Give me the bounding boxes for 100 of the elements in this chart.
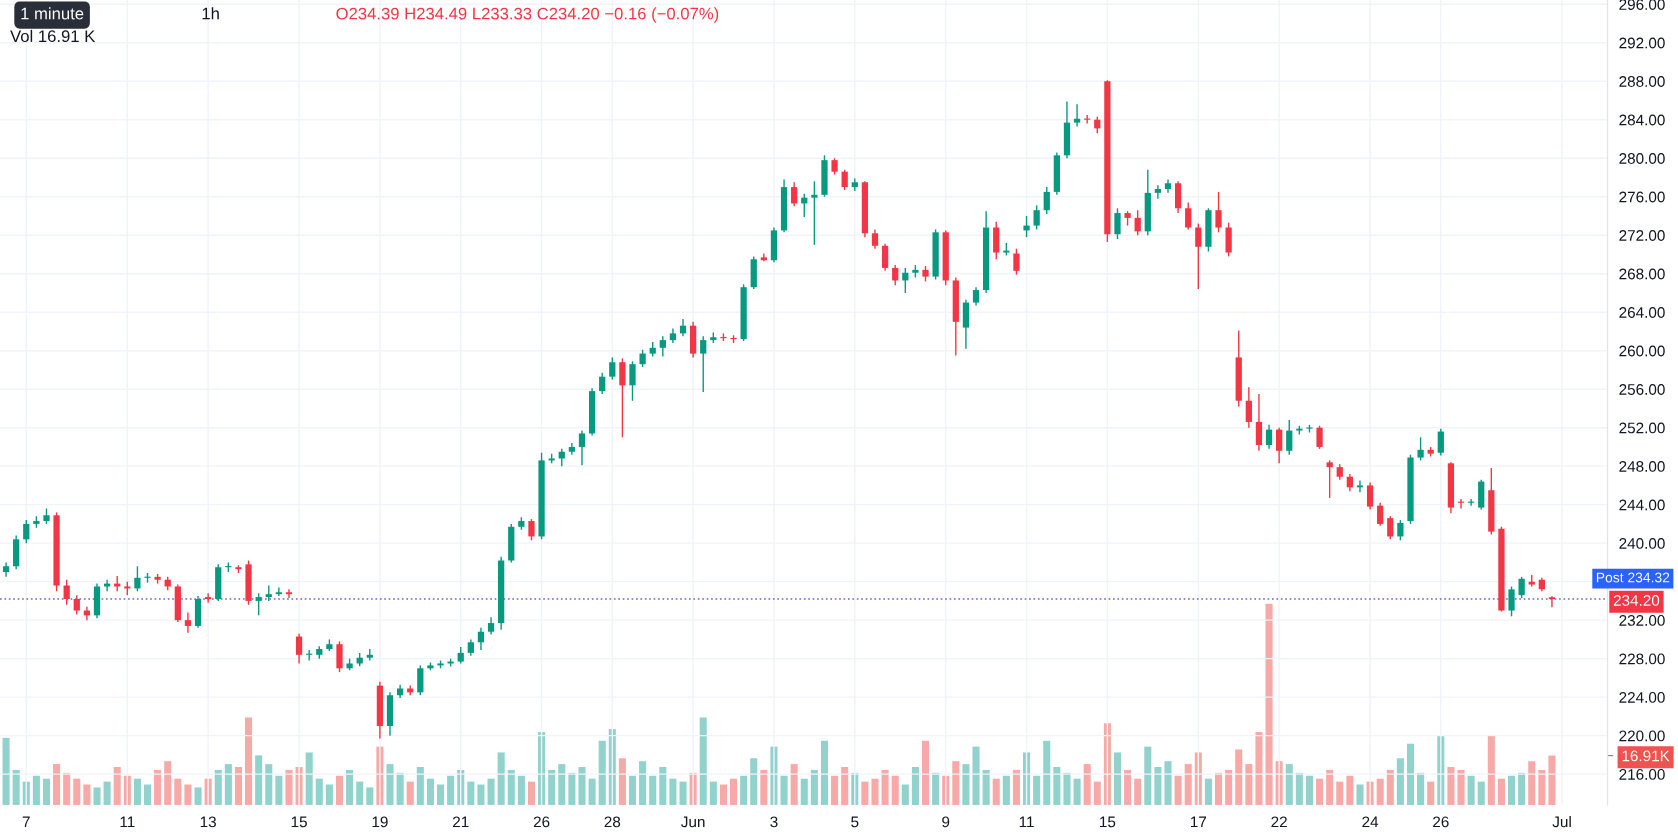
y-tick-label: 224.00 [1619,692,1665,703]
candlestick [599,372,606,395]
bar [1184,764,1192,805]
y-tick-label: 228.00 [1619,653,1665,665]
bar [841,767,849,805]
candlestick [1518,576,1525,599]
bar [174,778,182,805]
candlestick [1033,204,1040,231]
bar [618,758,626,805]
bar [750,758,758,805]
bar [103,781,111,805]
candlestick [295,632,303,665]
y-tick-label: 232.00 [1619,615,1665,626]
bar [133,778,141,805]
bar [346,769,354,805]
bar [436,784,445,805]
bar [1265,603,1273,805]
bar [497,752,505,805]
y-tick-label: 296.00 [1619,0,1665,10]
y-tick-label: 220.00 [1619,730,1665,742]
candlestick [892,264,899,286]
bar [184,784,192,805]
bar [1285,764,1293,805]
y-tick-label: 280.00 [1619,153,1665,164]
x-tick-label: Jun [681,816,705,828]
bar [93,787,101,805]
y-tick-label: 256.00 [1619,384,1665,395]
bar [517,775,525,805]
bar [1538,769,1546,805]
candlestick [1255,393,1263,452]
annotation: Vol 16.91 K [10,29,96,43]
bar [628,775,637,805]
candlestick [23,519,30,544]
x-tick-label: 15 [291,816,307,828]
candlestick [972,286,980,307]
bar [699,717,707,805]
y-tick-label: 284.00 [1619,114,1665,126]
bar [881,769,889,805]
annotation: 1 minute [21,7,84,20]
bar [305,752,313,805]
bar [1204,778,1212,805]
bar [224,764,232,805]
bar [275,775,283,805]
bar [709,781,717,805]
x-tick-label: 7 [22,816,30,828]
bar [1518,772,1526,805]
candlestick [1276,426,1283,464]
candlestick [1134,209,1141,236]
candlestick [1326,459,1333,499]
bar [245,717,253,805]
bar [588,778,596,805]
candlestick [1154,184,1162,200]
bar [1376,778,1384,805]
y-tick-label: 276.00 [1619,191,1665,203]
bar [265,764,273,805]
bar [901,784,909,805]
x-tick-label: 26 [1433,816,1449,828]
annotation: O234.39 H234.49 L233.33 C234.20 −0.16 (−0.07%) [336,7,719,23]
y-tick-label: 240.00 [1619,538,1665,549]
candlestick [1366,481,1374,511]
y-tick-label: 248.00 [1619,461,1665,472]
bar [730,778,738,805]
candlestick [1013,247,1020,276]
bar [406,781,414,805]
x-tick-label: 28 [604,816,621,828]
bar [1164,761,1172,805]
bar [1154,767,1162,805]
y-tick-label: 260.00 [1619,345,1665,357]
bar [568,772,576,805]
bar [820,740,829,805]
candlestick [1043,186,1050,215]
bar [143,784,152,805]
bar [558,764,566,805]
bar [1124,769,1132,805]
candlestick [1377,502,1384,527]
bar [416,767,424,805]
bar [780,775,788,805]
bar [12,769,20,805]
bar [214,769,222,805]
bar [325,784,333,805]
bar [63,772,71,805]
bar [760,769,768,805]
candlestick [1265,424,1273,450]
candlestick [1356,479,1364,493]
bar [810,769,818,805]
bar [982,769,990,805]
bar [1457,769,1465,805]
candlestick [1548,595,1556,609]
ref-line-label: 234.20 [1613,595,1660,606]
bar [800,778,808,805]
candlestick [1508,585,1515,618]
bar [639,761,647,805]
candlestick [700,335,707,393]
bar [467,781,475,805]
bar [911,767,919,805]
x-tick-label: 22 [1271,816,1287,828]
bar [1326,769,1334,805]
candlestick [1316,425,1323,450]
x-tick-label: 17 [1190,816,1207,828]
annotation: 1h [202,7,219,20]
